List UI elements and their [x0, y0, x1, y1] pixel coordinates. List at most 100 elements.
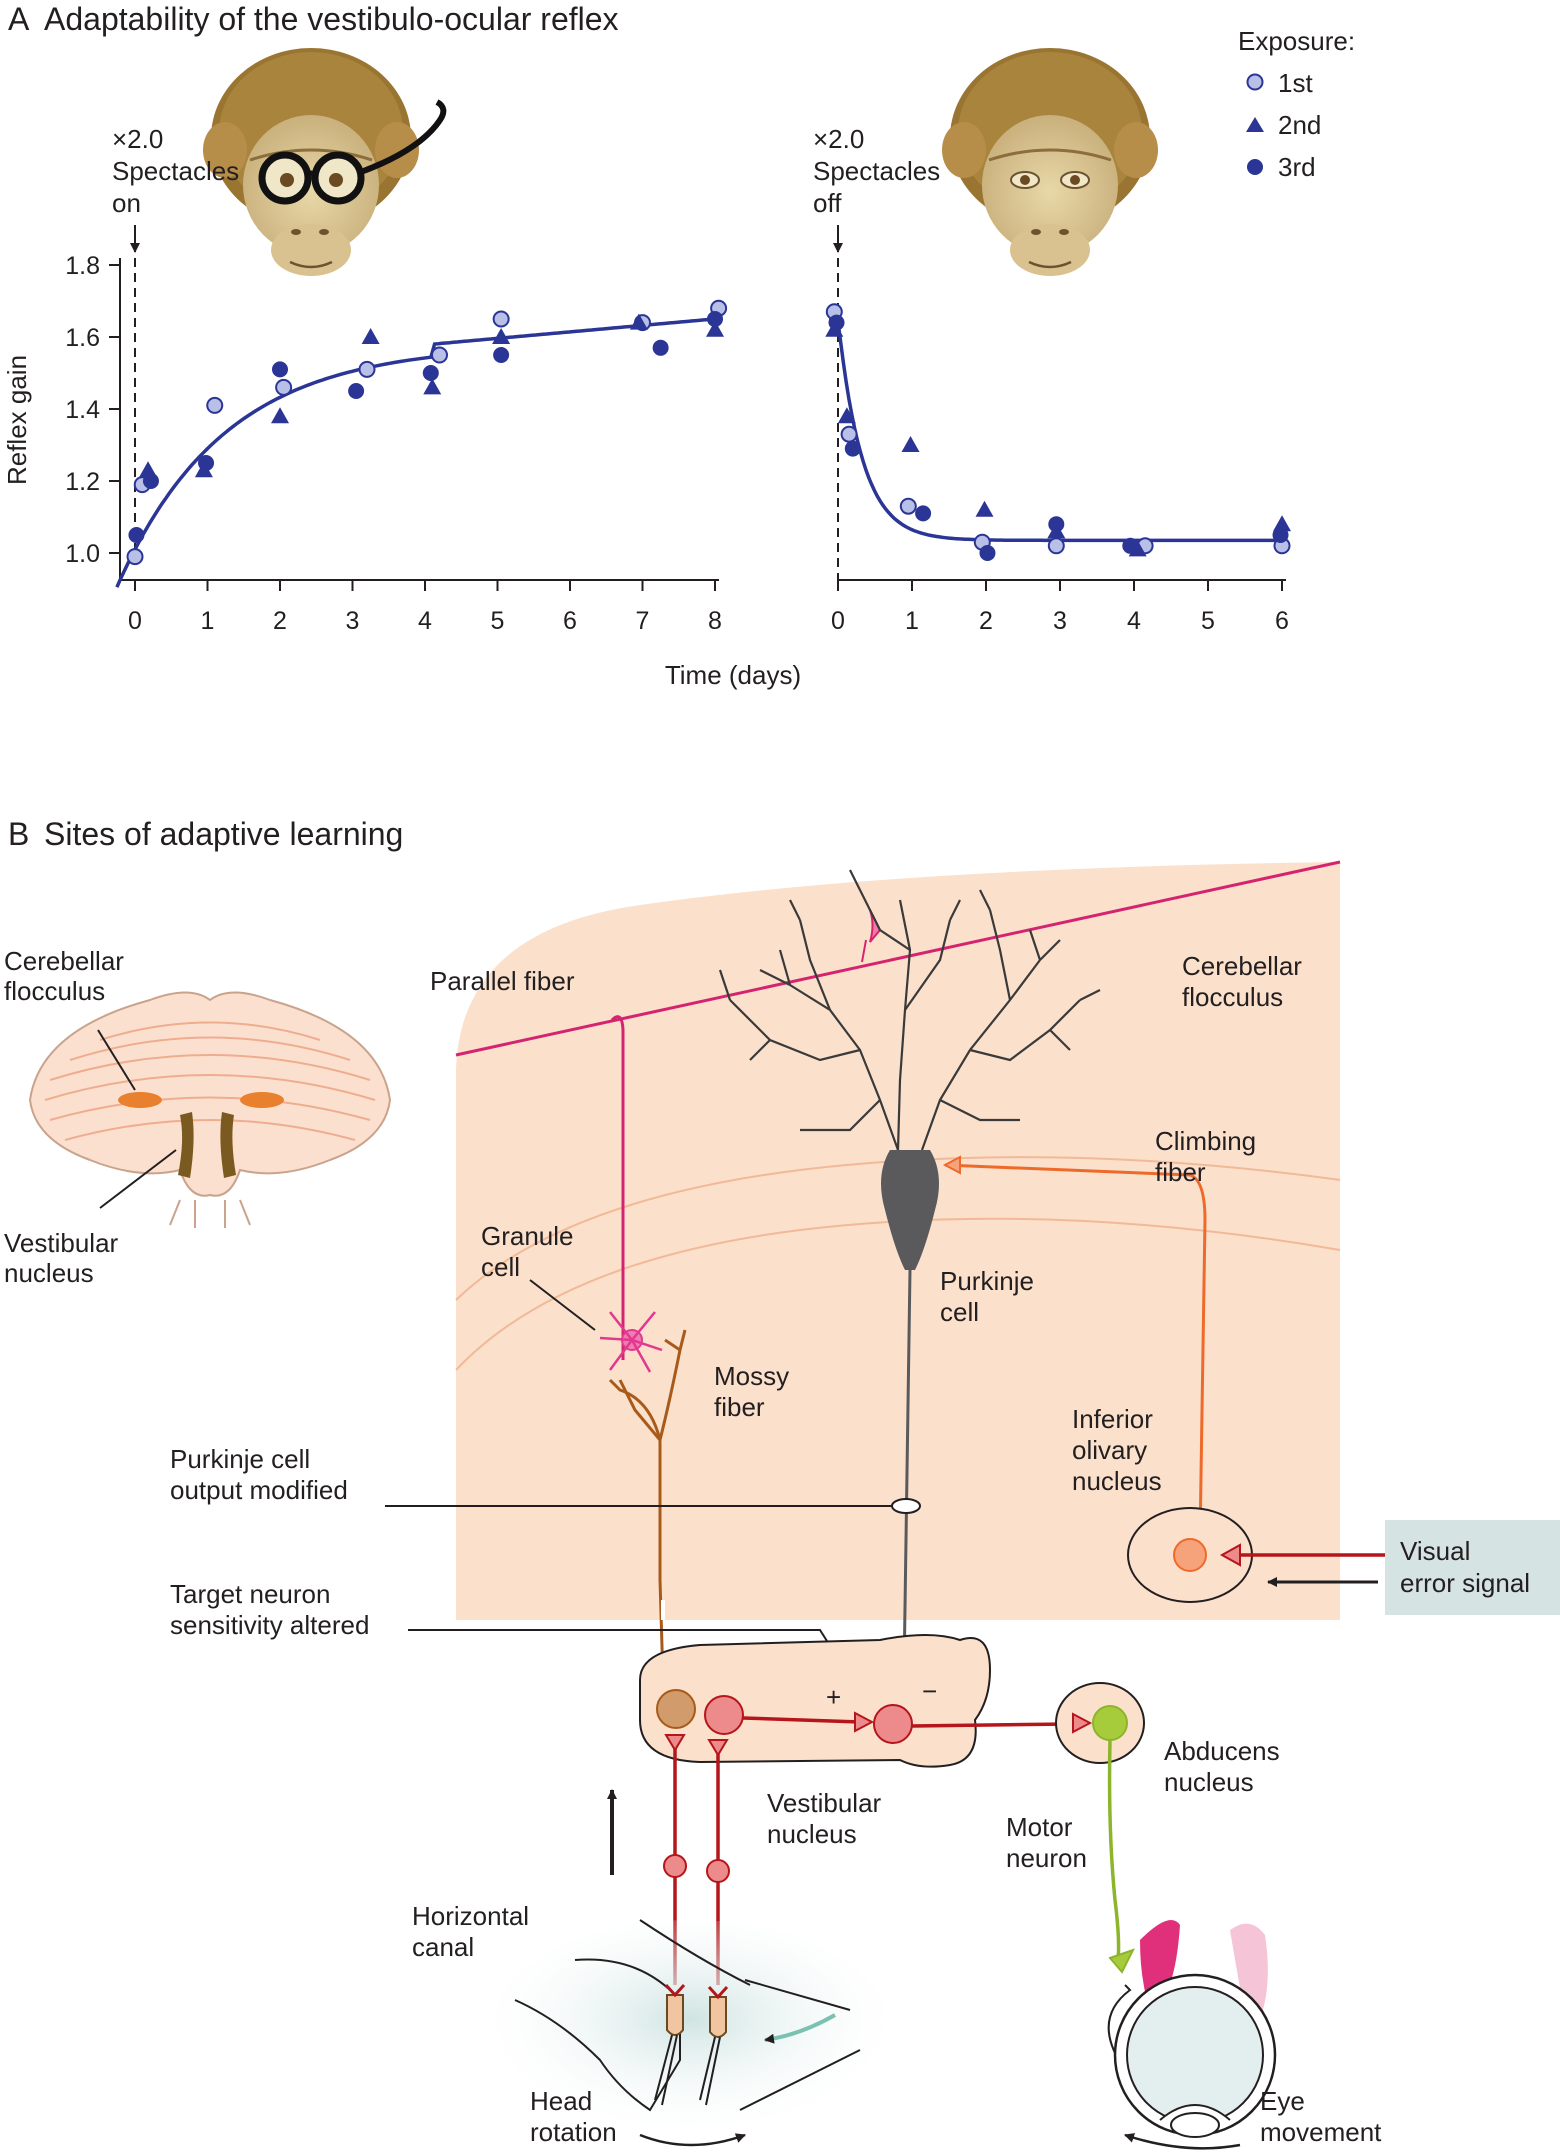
motor-neuron-terminal — [1108, 1948, 1135, 1974]
leader-vestibular — [99, 1149, 177, 1209]
panel-b-title: Sites of adaptive learning — [44, 816, 403, 852]
label-granule-cell: Granule cell — [481, 1221, 574, 1282]
svg-text:canal: canal — [412, 1932, 474, 1962]
parallel-fiber — [455, 860, 1341, 1057]
data-point-3rd — [142, 473, 159, 489]
x-tick-label: 3 — [1053, 607, 1067, 635]
abducens-neuron — [1092, 1705, 1128, 1741]
svg-text:Eye: Eye — [1260, 2086, 1305, 2116]
data-point-1st — [275, 378, 293, 396]
data-point-1st — [840, 425, 858, 443]
abducens-synapse — [1072, 1712, 1093, 1734]
svg-text:Target neuron: Target neuron — [170, 1579, 330, 1609]
vestibular-neuron-mossy — [656, 1689, 696, 1729]
data-point-2nd — [423, 378, 442, 395]
data-point-2nd — [492, 328, 511, 344]
svg-text:neuron: neuron — [1006, 1843, 1087, 1873]
data-point-3rd — [1048, 516, 1065, 533]
label-mossy-fiber: Mossy fiber — [714, 1361, 789, 1422]
flocculus-layer-line — [455, 1156, 1341, 1301]
svg-text:Mossy: Mossy — [714, 1361, 789, 1391]
data-point-3rd — [652, 339, 669, 356]
svg-text:Abducens: Abducens — [1164, 1736, 1280, 1766]
legend-label-3rd: 3rd — [1278, 152, 1316, 182]
label-abducens-nucleus: Abducens nucleus — [1164, 1736, 1280, 1797]
head-rotation-arrow — [639, 2133, 746, 2147]
hair-cells — [654, 1983, 729, 2106]
svg-text:cell: cell — [940, 1297, 979, 1327]
data-point-3rd — [422, 365, 439, 381]
x-tick-label: 4 — [1127, 607, 1141, 635]
svg-text:olivary: olivary — [1072, 1435, 1147, 1465]
purkinje-dendrites — [718, 869, 1101, 1151]
svg-text:nucleus: nucleus — [4, 1258, 94, 1288]
data-point-2nd — [361, 328, 380, 344]
legend-marker-1st — [1246, 73, 1264, 91]
data-point-1st — [431, 346, 448, 364]
y-tick-label: 1.2 — [65, 468, 100, 496]
visual-error-box — [1385, 1520, 1560, 1615]
y-tick-label: 1.6 — [65, 324, 100, 352]
legend-marker-3rd — [1247, 159, 1263, 175]
x-tick-label: 4 — [418, 607, 432, 635]
label-purkinje-output-modified: Purkinje cell output modified — [170, 1444, 348, 1505]
panel-b-letter: B — [8, 816, 29, 852]
leader-granule — [529, 1279, 596, 1331]
data-point-2nd — [1273, 515, 1291, 532]
canal-top-wall — [639, 1919, 751, 1986]
afferent-synapse-2 — [707, 1739, 729, 1757]
data-point-3rd — [915, 505, 932, 522]
vestibular-target-neuron — [873, 1704, 913, 1744]
climbing-synapse — [942, 1155, 961, 1175]
data-point-2nd — [975, 500, 994, 517]
svg-text:rotation: rotation — [530, 2117, 617, 2147]
vestibular-neuron-1 — [704, 1695, 744, 1735]
purkinje-output-marker — [891, 1498, 921, 1514]
label-vestibular-nucleus: Vestibular nucleus — [767, 1788, 882, 1849]
y-tick-label: 1.8 — [65, 252, 100, 280]
label-vestibular-nucleus-small: Vestibular nucleus — [4, 1228, 119, 1288]
data-point-3rd — [828, 314, 845, 331]
fit-curve — [115, 317, 716, 588]
climbing-fiber — [944, 1163, 1207, 1541]
x-tick-label: 7 — [636, 607, 650, 635]
canal-bottom-wall — [739, 2049, 861, 2111]
data-point-3rd — [198, 455, 215, 471]
data-point-3rd — [493, 347, 510, 363]
eye-illustration — [1107, 1920, 1277, 2138]
x-tick-label: 1 — [905, 607, 919, 635]
annotation-spectacles-on: ×2.0 Spectacles on — [112, 124, 239, 218]
data-point-3rd — [979, 545, 996, 561]
x-tick-label: 3 — [346, 607, 360, 635]
svg-text:flocculus: flocculus — [4, 976, 105, 1006]
label-inferior-olivary-nucleus: Inferior olivary nucleus — [1072, 1404, 1162, 1496]
data-point-2nd — [706, 320, 724, 337]
svg-text:Head: Head — [530, 2086, 592, 2116]
legend-title: Exposure: — [1238, 26, 1355, 56]
data-point-3rd — [128, 527, 145, 543]
x-tick-label: 2 — [979, 607, 993, 635]
svg-text:off: off — [813, 188, 842, 218]
svg-text:Purkinje cell: Purkinje cell — [170, 1444, 310, 1474]
x-tick-label: 5 — [1201, 607, 1215, 635]
vestibular-internal-synapse — [854, 1711, 875, 1733]
label-head-rotation: Head rotation — [530, 2086, 617, 2147]
svg-text:Climbing: Climbing — [1155, 1126, 1256, 1156]
label-minus: − — [922, 1676, 937, 1706]
panel-a: A Adaptability of the vestibulo-ocular r… — [2, 1, 1355, 690]
data-point-1st — [899, 497, 917, 515]
label-cerebellar-flocculus: Cerebellar flocculus — [1182, 951, 1302, 1012]
vestibular-to-abducens-fiber — [911, 1722, 1071, 1728]
svg-text:flocculus: flocculus — [1182, 982, 1283, 1012]
monkey-spectacles-icon — [203, 48, 447, 276]
svg-text:Spectacles: Spectacles — [813, 156, 940, 186]
data-point-3rd — [1272, 527, 1289, 543]
svg-text:Vestibular: Vestibular — [4, 1228, 119, 1258]
label-purkinje-cell: Purkinje cell — [940, 1266, 1034, 1327]
legend-label-1st: 1st — [1278, 68, 1313, 98]
data-point-1st — [126, 548, 144, 566]
data-point-3rd — [272, 361, 288, 378]
svg-text:fiber: fiber — [1155, 1157, 1206, 1187]
data-point-3rd — [348, 383, 365, 399]
svg-text:nucleus: nucleus — [767, 1819, 857, 1849]
